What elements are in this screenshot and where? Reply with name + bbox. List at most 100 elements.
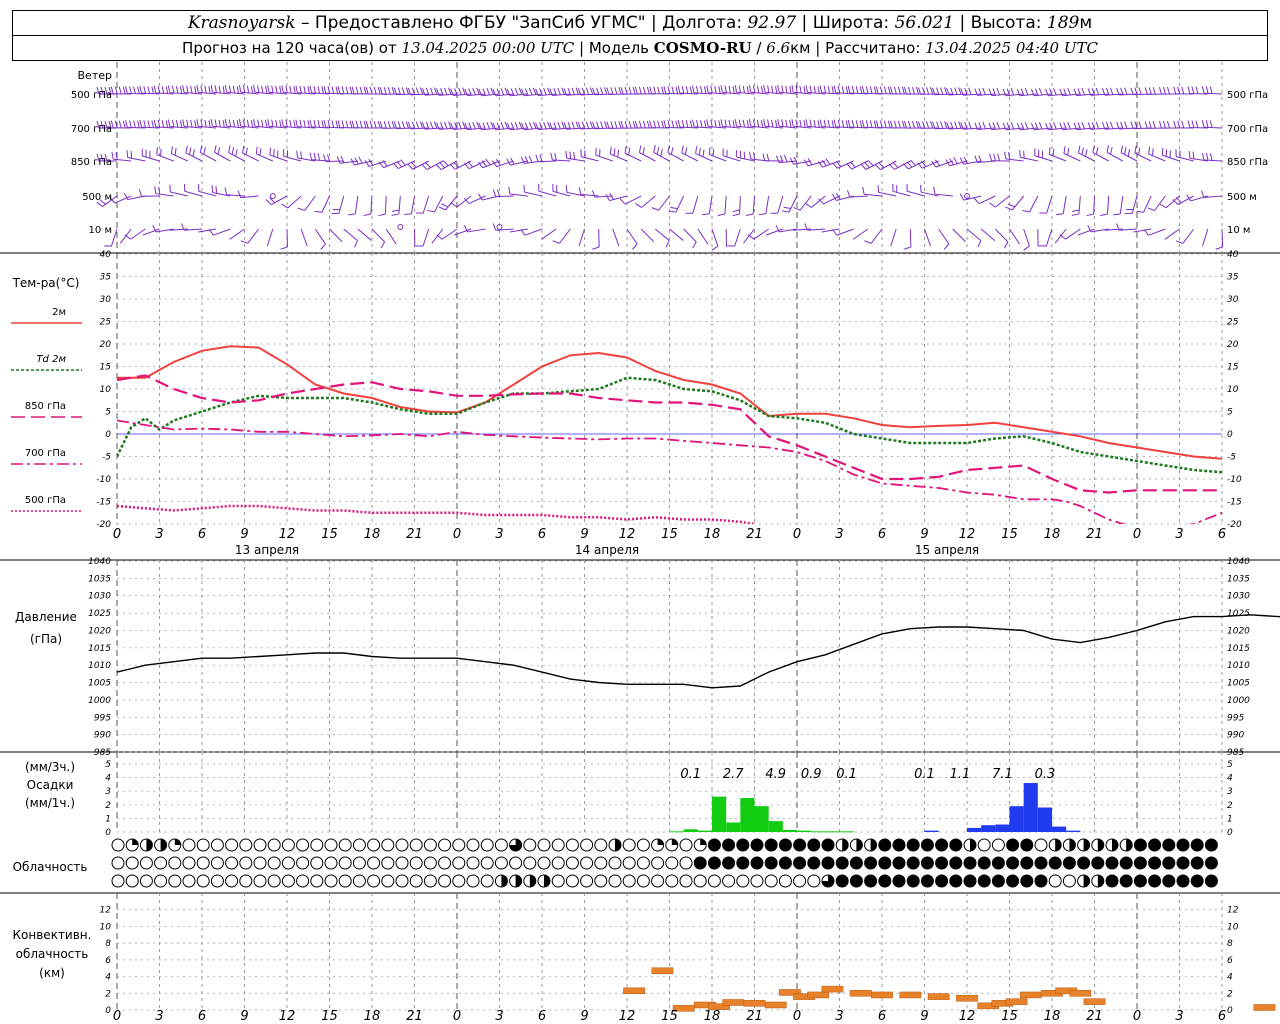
wind-barb-shaft: [297, 157, 316, 162]
cloud-cover-circle: [267, 856, 281, 870]
cloud-cover-fill: [615, 839, 621, 851]
wind-barb-shaft: [1077, 228, 1095, 236]
wind-barb-feather: [154, 186, 157, 194]
wind-barb-feather: [364, 160, 370, 167]
wind-barb-feather: [620, 87, 624, 95]
wind-barb-shaft: [1182, 228, 1195, 244]
wind-barb-shaft: [681, 152, 699, 162]
wind-barb-shaft: [184, 91, 203, 95]
wind-barb-feather: [355, 86, 359, 94]
convective-bar: [871, 991, 893, 999]
wind-barb-feather: [1177, 86, 1181, 94]
wind-barb-feather: [463, 162, 470, 170]
wind-barb-feather: [1124, 121, 1128, 129]
wind-barb-feather: [805, 119, 808, 127]
wind-barb-feather: [1023, 245, 1030, 251]
wind-barb-feather: [271, 119, 274, 127]
wind-barb-feather: [427, 209, 435, 213]
cloud-cover-fill: [657, 839, 664, 845]
pressure-y-tick: 995: [94, 713, 111, 723]
wind-barb-shaft: [938, 228, 950, 245]
wind-barb-shaft: [779, 91, 798, 95]
wind-barb-feather: [711, 245, 719, 251]
wind-barb-feather: [1086, 213, 1094, 217]
wind-barb-shaft: [1119, 228, 1138, 231]
wind-barb-feather: [781, 85, 784, 93]
wind-barb-feather: [756, 119, 760, 128]
cloud-cover-circle: [935, 838, 949, 852]
wind-barb-shaft: [1118, 93, 1138, 96]
x-tick-label: 0: [113, 1009, 121, 1024]
wind-barb-feather: [992, 88, 997, 96]
wind-barb-feather: [1092, 145, 1095, 153]
cloud-cover-fill: [132, 839, 139, 845]
wind-barb-feather: [175, 86, 179, 94]
wind-barb-feather: [864, 240, 872, 244]
wind-barb-feather: [108, 86, 112, 95]
wind-barb-feather: [224, 187, 228, 195]
wind-barb-feather: [748, 118, 752, 127]
cloud-cover-circle: [1105, 874, 1119, 888]
wind-barb-shaft: [552, 93, 571, 96]
convective-bar: [821, 985, 844, 993]
wind-barb-feather: [228, 85, 232, 93]
cloud-cover-circle: [935, 856, 949, 870]
wind-barb-feather: [1020, 122, 1025, 130]
precip-y-tick: 4: [105, 774, 111, 784]
temp-legend-label: 500 гПа: [25, 495, 66, 506]
cloud-cover-circle: [225, 838, 239, 852]
cloud-cover-circle: [1034, 856, 1048, 870]
wind-barb-shaft: [1045, 228, 1053, 247]
alt-label: Высота:: [970, 13, 1042, 33]
cloud-cover-circle: [509, 856, 523, 870]
wind-barb-feather: [514, 122, 519, 130]
wind-barb-feather: [742, 119, 746, 128]
wind-barb-feather: [567, 121, 572, 130]
wind-barb-feather: [869, 120, 873, 128]
wind-barb-feather: [861, 86, 865, 94]
wind-barb-feather: [1187, 120, 1191, 128]
wind-barb-shaft: [422, 195, 430, 214]
pressure-y-tick: 1035: [88, 574, 111, 584]
x-tick-label: 15: [1001, 1009, 1018, 1024]
wind-barb-feather: [96, 120, 100, 129]
precip-bar-green: [839, 831, 854, 833]
precip-y-tick: 2: [105, 801, 111, 811]
wind-barb-feather: [706, 119, 709, 127]
wind-barb-feather: [271, 85, 274, 93]
wind-barb-feather: [1120, 145, 1124, 153]
wind-barb-shaft: [185, 152, 203, 162]
wind-barb-shaft: [1119, 195, 1124, 214]
cloud-cover-circle: [892, 874, 906, 888]
wind-barb-feather: [783, 206, 791, 210]
wind-barb-feather: [699, 86, 703, 94]
cloud-cover-circle: [438, 838, 452, 852]
pressure-y-tick-right: 1035: [1227, 574, 1250, 584]
precipitation-bars: 0.1 2.7 4.9 0.9 0.1 0.1 1.1 7.1 0.3: [669, 767, 1081, 833]
conv-unit: (км): [39, 966, 65, 980]
wind-barb-feather: [450, 122, 454, 130]
wind-barb-shaft: [580, 127, 599, 130]
wind-barb-shaft: [991, 93, 1010, 97]
cloud-cover-circle: [1162, 874, 1176, 888]
cloud-cover-circle: [935, 874, 949, 888]
cloud-cover-circle: [707, 838, 721, 852]
wind-barb-feather: [718, 120, 721, 128]
wind-barb-feather: [1162, 86, 1166, 95]
wind-barb-shaft: [1148, 228, 1166, 236]
wind-barb-feather: [642, 147, 645, 155]
wind-barb-feather: [832, 162, 838, 169]
wind-barb-feather: [646, 120, 650, 129]
convective-bar: [1253, 1004, 1276, 1011]
wind-barb-shaft: [338, 195, 345, 214]
wind-barb-feather: [760, 86, 764, 94]
wind-barb-feather: [1006, 88, 1011, 96]
wind-barb-shaft: [1054, 228, 1067, 244]
wind-barb-feather: [495, 159, 501, 166]
wind-barb-feather: [214, 85, 217, 93]
cloud-cover-circle: [1048, 856, 1062, 870]
wind-barb-feather: [478, 122, 483, 130]
wind-barb-feather: [307, 86, 310, 94]
temp-legend-label: 2м: [52, 307, 66, 318]
wind-barb-feather: [307, 120, 310, 128]
